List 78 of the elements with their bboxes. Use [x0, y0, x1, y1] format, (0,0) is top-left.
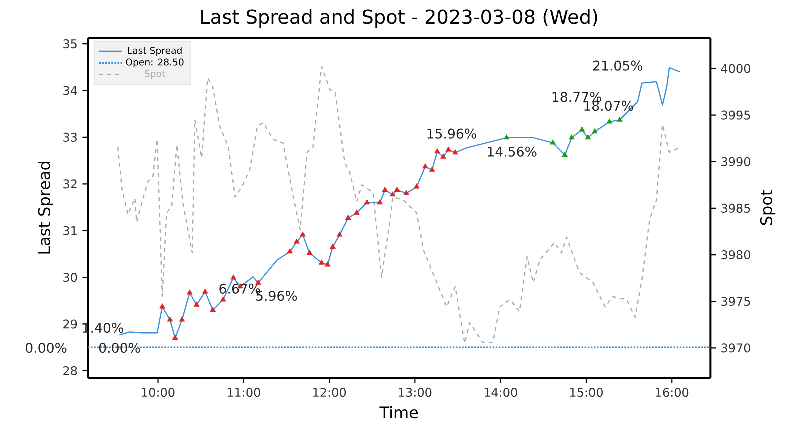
- point: [300, 232, 306, 237]
- y2-tick-label: 3980: [722, 250, 750, 260]
- point: [382, 187, 388, 192]
- point: [446, 146, 452, 152]
- y2-tick-label: 4000: [721, 64, 750, 74]
- point: [220, 296, 226, 302]
- annotation: 14.56%: [488, 146, 537, 157]
- point: [287, 248, 293, 254]
- point: [422, 164, 428, 169]
- x-tick-label: 11:00: [228, 388, 260, 398]
- y-tick-label: 28: [64, 366, 78, 376]
- text: Spot: [145, 70, 166, 80]
- x-axis-title: Time: [380, 406, 418, 419]
- point: [172, 335, 178, 340]
- point: [452, 150, 458, 155]
- y-tick-label: 31: [64, 226, 77, 236]
- point: [167, 316, 174, 322]
- point: [550, 140, 556, 145]
- point: [346, 215, 352, 220]
- point: [179, 316, 186, 322]
- point: [569, 134, 575, 140]
- point: [404, 190, 410, 196]
- point: [210, 307, 216, 312]
- point: [579, 126, 586, 132]
- point: [440, 154, 446, 159]
- point: [337, 232, 343, 237]
- point: [187, 290, 193, 295]
- y-axis-title: Last Spread: [38, 162, 54, 254]
- point: [377, 200, 383, 205]
- y-tick-label: 33: [64, 132, 77, 142]
- point: [592, 128, 598, 134]
- point: [319, 260, 325, 265]
- point: [617, 116, 623, 122]
- annotation: 18.07%: [584, 100, 634, 112]
- y-tick-label: 34: [64, 86, 78, 96]
- y2-tick-label: 3970: [722, 344, 750, 353]
- y2-tick-label: 3990: [722, 157, 750, 166]
- annotation: 18.77%: [552, 92, 602, 102]
- y2-axis-title: Spot: [760, 190, 776, 226]
- point: [562, 152, 568, 157]
- point: [430, 166, 436, 172]
- legend-label: Open: 28.50: [126, 58, 184, 68]
- x-tick-label: 12:00: [314, 388, 346, 398]
- point: [202, 288, 208, 294]
- annotation: 21.05%: [593, 60, 643, 71]
- point: [160, 304, 166, 309]
- x-tick-label: 16:00: [656, 388, 689, 398]
- point: [434, 148, 440, 154]
- point: [194, 302, 200, 307]
- y-tick-label: 35: [64, 40, 77, 49]
- x-tick-label: 15:00: [570, 388, 603, 398]
- point: [354, 210, 360, 215]
- point: [230, 274, 236, 280]
- x-tick-label: 14:00: [484, 388, 518, 398]
- point: [330, 244, 336, 249]
- y2-tick-label: 3985: [722, 204, 750, 213]
- chart-title: Last Spread and Spot - 2023-03-08 (Wed): [202, 9, 598, 28]
- annotation: 0.00%: [99, 343, 140, 354]
- point: [414, 184, 420, 189]
- x-tick-label: 10:00: [142, 388, 175, 398]
- y-tick-label: 32: [64, 180, 77, 189]
- x-tick-label: 13:00: [399, 388, 432, 398]
- y2-tick-label: 3975: [722, 297, 750, 306]
- point: [364, 200, 370, 205]
- point: [394, 187, 400, 192]
- y-tick-label: 30: [64, 273, 78, 282]
- point: [307, 250, 313, 256]
- y-tick-label: 29: [64, 320, 78, 329]
- point: [294, 238, 300, 244]
- point: [504, 134, 510, 140]
- point: [325, 262, 331, 267]
- legend-label: Last Spread: [128, 46, 182, 56]
- point: [606, 118, 612, 124]
- annotation: 15.96%: [428, 128, 476, 139]
- y2-tick-label: 3995: [722, 110, 750, 120]
- point: [585, 134, 591, 140]
- text: 0.00%: [26, 343, 67, 354]
- point: [390, 192, 396, 197]
